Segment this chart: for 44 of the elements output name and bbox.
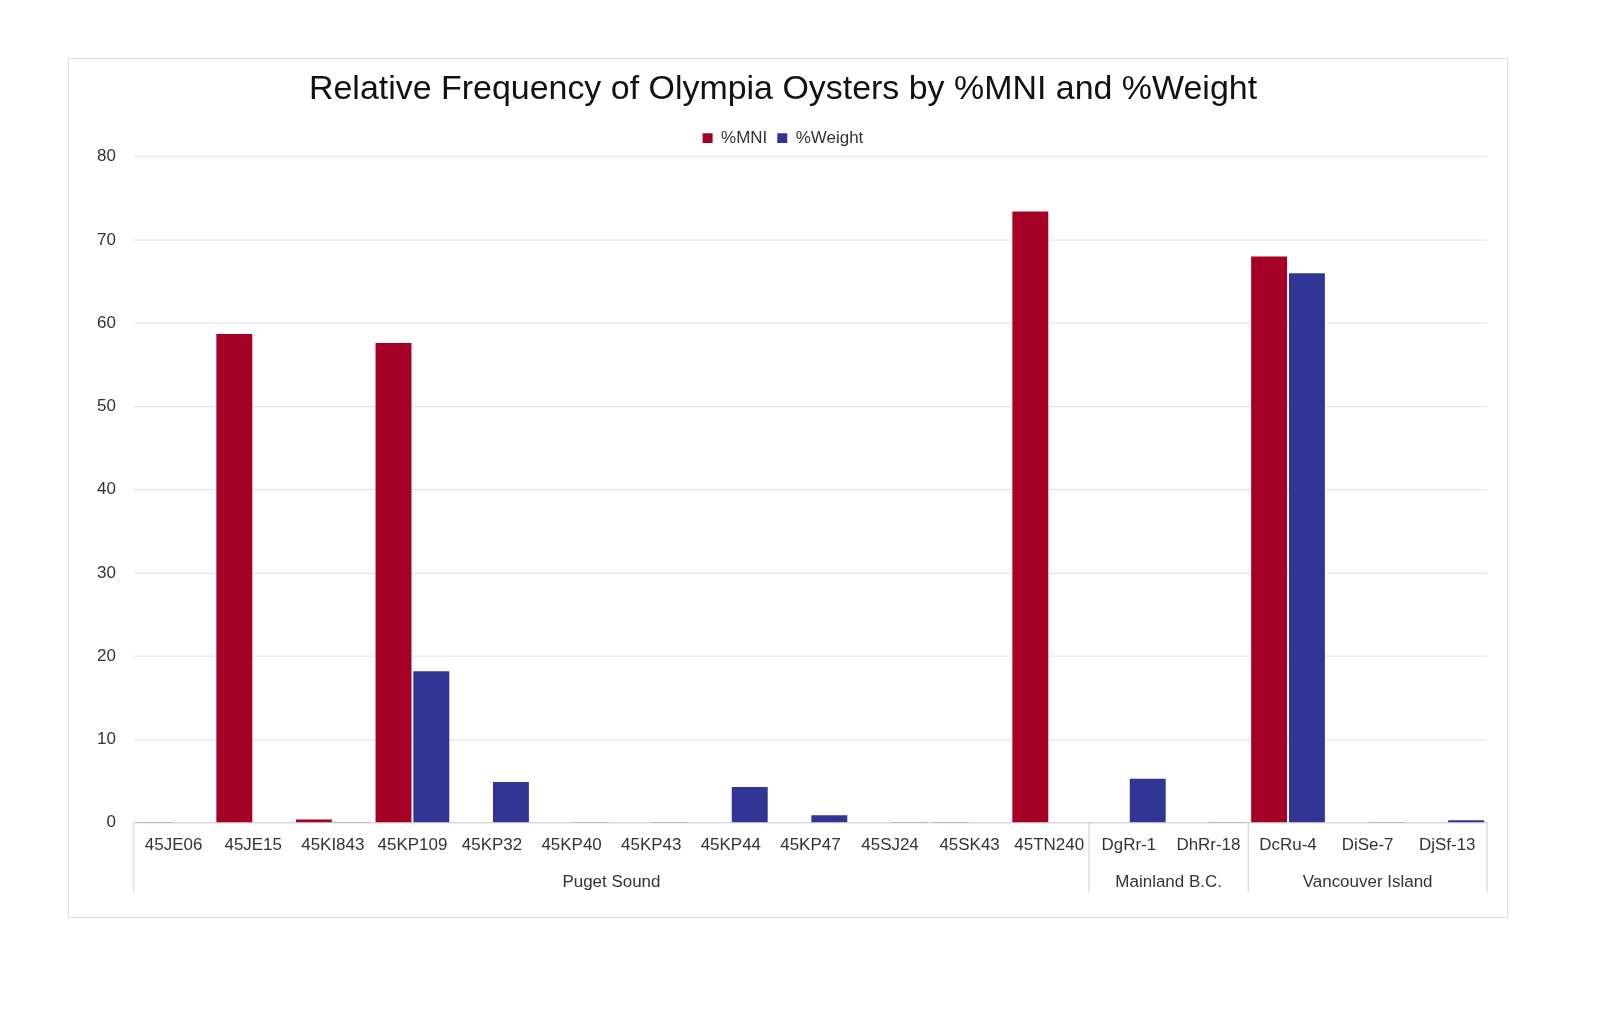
x-tick-label: 45TN240 <box>1014 834 1085 854</box>
chart-title: Relative Frequency of Olympia Oysters by %MNI and %Weight <box>308 67 1258 106</box>
x-tick-label: DcRu-4 <box>1259 834 1317 854</box>
x-tick-label: 45KI843 <box>301 834 365 854</box>
x-tick-label: DhRr-18 <box>1176 834 1241 854</box>
legend-label: %Weight <box>795 127 864 147</box>
x-tick-label: 45KP44 <box>700 834 762 854</box>
bar <box>295 819 332 823</box>
x-tick-label: DjSf-13 <box>1418 834 1476 854</box>
x-tick-label: DiSe-7 <box>1341 834 1394 854</box>
y-tick-label: 0 <box>106 812 116 832</box>
x-tick-label: 45KP47 <box>780 834 841 854</box>
y-tick-label: 60 <box>96 312 116 332</box>
bar <box>1251 256 1288 823</box>
bar <box>1288 273 1325 823</box>
bar <box>413 671 450 823</box>
legend-label: %MNI <box>721 127 768 147</box>
y-tick-label: 70 <box>96 229 116 249</box>
x-tick-label: 45JE15 <box>224 834 282 854</box>
y-tick-label: 80 <box>96 146 116 166</box>
bar <box>1012 211 1049 823</box>
y-tick-label: 20 <box>96 645 116 665</box>
text: Vancouver Island <box>1302 872 1433 892</box>
x-tick-label: 45KP32 <box>461 834 523 854</box>
x-tick-label: 45SK43 <box>939 834 1000 854</box>
text: Mainland B.C. <box>1115 872 1222 892</box>
y-tick-label: 50 <box>96 396 116 416</box>
x-tick-label: 45KP40 <box>541 834 602 854</box>
x-tick-label: 45JE06 <box>144 834 203 854</box>
x-tick-label: 45SJ24 <box>861 834 919 854</box>
bar <box>811 815 848 823</box>
bar <box>492 782 529 823</box>
text: Puget Sound <box>562 872 661 892</box>
y-tick-label: 30 <box>96 562 116 582</box>
x-tick-label: DgRr-1 <box>1101 834 1157 854</box>
bar <box>731 787 768 823</box>
bar <box>375 343 412 823</box>
bar <box>1129 778 1166 823</box>
y-tick-label: 40 <box>96 479 116 499</box>
x-tick-label: 45KP43 <box>621 834 682 854</box>
y-tick-label: 10 <box>96 729 116 749</box>
bar <box>1448 820 1485 823</box>
x-tick-label: 45KP109 <box>377 834 448 854</box>
bar <box>216 333 253 823</box>
